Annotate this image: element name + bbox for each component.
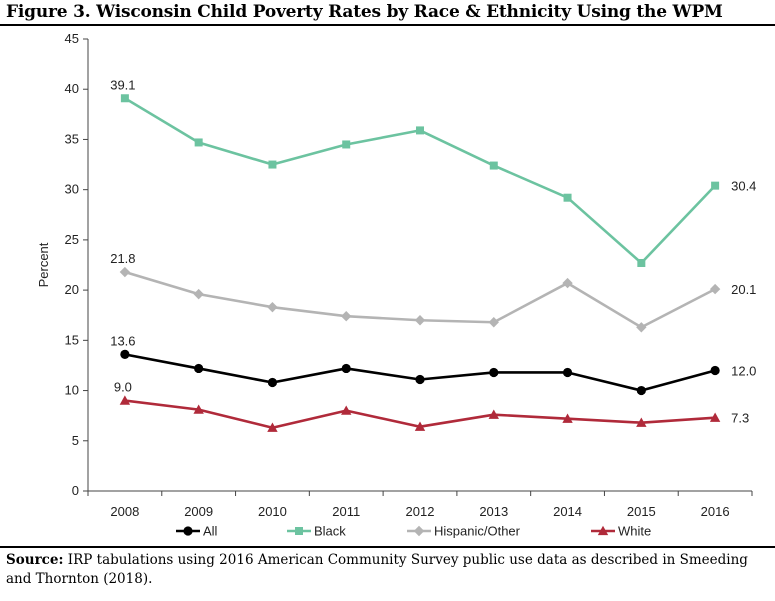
legend-item-all: All: [176, 524, 218, 539]
legend-label: Hispanic/Other: [434, 524, 521, 539]
data-label-black: 39.1: [110, 77, 135, 92]
data-point-all: [267, 377, 278, 388]
source-text: IRP tabulations using 2016 American Comm…: [6, 552, 748, 587]
data-point-all: [710, 365, 720, 376]
series-line-all: [124, 353, 716, 392]
legend-swatch-marker: [295, 527, 303, 535]
data-point-all: [489, 367, 499, 378]
top-rule: [0, 24, 775, 26]
data-point-all: [120, 349, 130, 359]
legend-swatch-marker: [183, 526, 193, 536]
legend-label: White: [618, 524, 651, 539]
data-point-black: [563, 193, 572, 202]
figure-title: Figure 3. Wisconsin Child Poverty Rates …: [6, 2, 723, 22]
data-point-hispanic-other: [709, 283, 721, 295]
data-label-all: 12.0: [731, 363, 756, 378]
y-tick-label: 5: [72, 433, 79, 448]
data-point-black: [120, 94, 129, 103]
data-point-black: [268, 160, 277, 169]
x-tick-label: 2012: [406, 504, 435, 519]
x-tick-label: 2008: [110, 504, 139, 519]
series-white: 9.0 7.3: [114, 380, 749, 432]
data-point-white: [119, 395, 131, 405]
x-tick-label: 2011: [332, 504, 360, 519]
legend-swatch-marker: [597, 525, 609, 536]
data-label-white: 7.3: [731, 411, 749, 426]
data-point-hispanic-other: [636, 322, 647, 333]
data-point-black: [637, 258, 646, 267]
series-line-black: [124, 97, 717, 265]
data-point-black: [342, 140, 351, 149]
data-point-all: [562, 367, 573, 378]
x-tick-label: 2010: [258, 504, 287, 519]
data-label-black: 30.4: [731, 179, 756, 194]
data-point-hispanic-other: [119, 266, 131, 278]
data-point-hispanic-other: [414, 315, 426, 326]
data-point-white: [488, 409, 499, 419]
data-point-white: [709, 412, 721, 422]
legend-item-black: Black: [287, 524, 346, 539]
line-chart: 0 5 10 15 20 25 30 35 40 45 2008 2009 2010 2011 2012 20…: [36, 31, 756, 539]
x-tick-label: 2015: [627, 504, 656, 519]
y-tick-label: 25: [65, 232, 79, 247]
legend-label: Black: [314, 524, 346, 539]
data-label-hispanic-other: 20.1: [731, 282, 756, 297]
data-point-white: [193, 404, 204, 414]
x-tick-label: 2016: [701, 504, 730, 519]
source-label: Source:: [6, 552, 64, 568]
bottom-rule: [0, 546, 775, 548]
data-point-all: [636, 385, 646, 396]
y-tick-label: 40: [65, 81, 79, 96]
data-point-white: [562, 413, 573, 423]
data-point-all: [341, 363, 351, 374]
y-tick-label: 0: [72, 483, 79, 498]
y-axis-label: Percent: [36, 242, 51, 287]
series-all: 13.6 12.0: [110, 333, 756, 396]
x-tick-label: 2013: [479, 504, 508, 519]
y-tick-label: 45: [65, 31, 79, 46]
data-point-white: [341, 405, 352, 415]
data-point-white: [636, 417, 647, 427]
legend-label: All: [203, 524, 218, 539]
series-hispanic-other: 21.8 20.1: [110, 251, 756, 333]
data-label-hispanic-other: 21.8: [110, 251, 135, 266]
data-point-hispanic-other: [267, 301, 278, 313]
data-point-all: [415, 374, 425, 385]
y-tick-label: 15: [65, 332, 79, 347]
data-point-white: [267, 422, 278, 432]
y-tick-label: 35: [65, 131, 79, 146]
data-point-hispanic-other: [488, 317, 499, 328]
data-label-white: 9.0: [114, 380, 132, 395]
x-tick-label: 2009: [184, 504, 213, 519]
series-black: 39.1 30.4: [110, 77, 756, 267]
data-point-black: [416, 126, 424, 135]
data-label-all: 13.6: [110, 333, 135, 348]
data-point-black: [489, 161, 498, 170]
source-note: Source: IRP tabulations using 2016 Ameri…: [6, 551, 771, 589]
data-point-hispanic-other: [341, 311, 352, 322]
x-tick-label: 2014: [553, 504, 582, 519]
legend-swatch-marker: [413, 525, 425, 537]
data-point-white: [414, 421, 426, 431]
data-point-all: [194, 363, 204, 374]
data-point-hispanic-other: [562, 277, 573, 289]
y-tick-label: 20: [65, 282, 79, 297]
y-tick-label: 10: [65, 383, 79, 398]
legend-item-white: White: [591, 524, 651, 539]
y-tick-label: 30: [65, 182, 79, 197]
data-point-hispanic-other: [193, 288, 204, 300]
data-point-black: [711, 181, 720, 190]
data-point-black: [194, 138, 203, 147]
legend-item-hispanic-other: Hispanic/Other: [407, 524, 521, 539]
